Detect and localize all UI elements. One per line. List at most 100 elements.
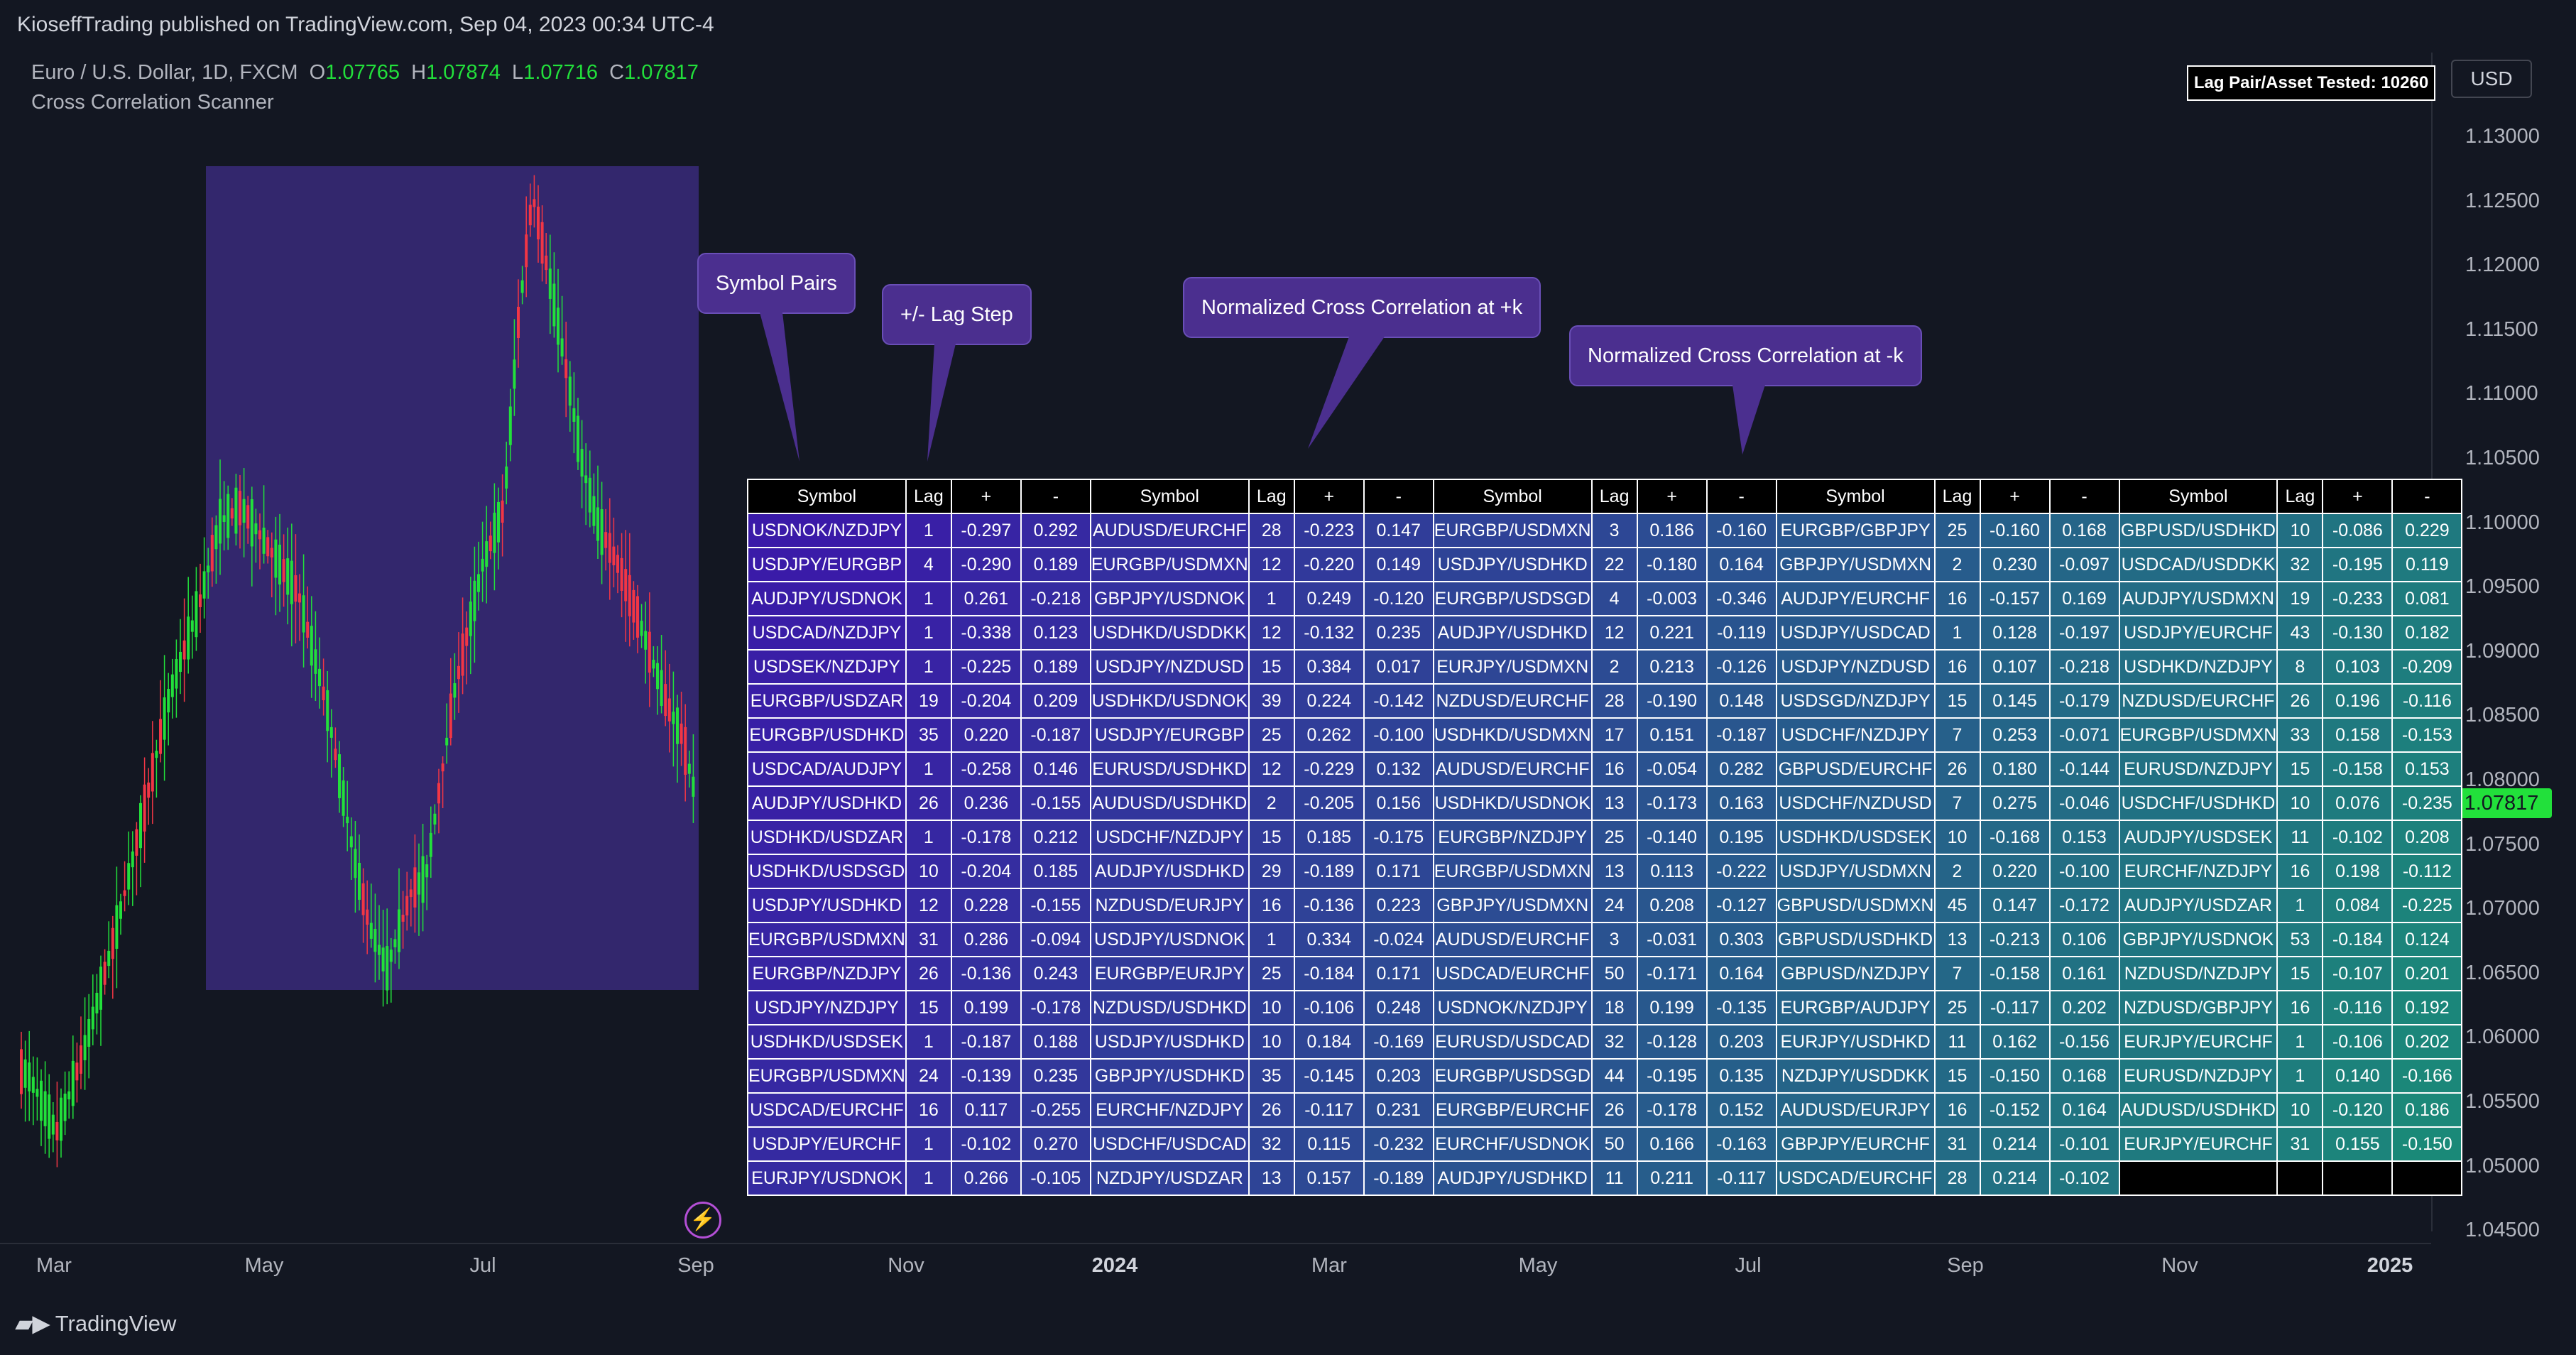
table-header-cell: Lag [2276,479,2324,514]
published-caption: KioseffTrading published on TradingView.… [17,13,714,36]
lag-cell: 53 [2276,922,2324,957]
pos-corr-cell: -0.225 [950,649,1022,685]
pos-corr-cell: 0.084 [2322,888,2394,923]
neg-corr-cell: 0.148 [1705,683,1777,719]
symbol-cell: USDJPY/EURCHF [747,1126,907,1162]
table-header-cell: Lag [1248,479,1295,514]
lag-cell: 12 [1248,751,1295,787]
price-tick-label: 1.05500 [2465,1090,2540,1113]
lag-cell: 1 [2276,1058,2324,1094]
candle-body [139,802,142,849]
candle-body [167,689,170,713]
symbol-cell: USDJPY/USDHKD [1089,1024,1250,1060]
indicator-title[interactable]: Cross Correlation Scanner [31,91,274,114]
candle-body [207,565,210,572]
candle-body [680,723,683,744]
tv-logo-icon: ▰▶ [16,1311,50,1336]
lag-cell: 1 [905,513,952,548]
lag-cell: 26 [1590,1092,1638,1128]
currency-button[interactable]: USD [2451,60,2532,98]
symbol-cell: USDJPY/EURCHF [2118,615,2278,651]
pos-corr-cell: -0.160 [1979,513,2051,548]
symbol-cell: USDHKD/USDSEK [1775,820,1936,855]
neg-corr-cell: 0.231 [1363,1092,1434,1128]
symbol-cell: GBPJPY/USDMXN [1775,547,1936,582]
lag-cell: 15 [1248,649,1295,685]
symbol-title[interactable]: Euro / U.S. Dollar, 1D, FXCM [31,61,298,84]
candle-body [473,580,476,621]
neg-corr-cell: 0.192 [2391,990,2463,1025]
candle-body [290,560,293,604]
symbol-cell: AUDJPY/USDHKD [1089,854,1250,889]
candle-body [48,1094,51,1139]
pos-corr-cell: -0.204 [950,683,1022,719]
pos-corr-cell: -0.168 [1979,820,2051,855]
lag-cell: 11 [1933,1024,1981,1060]
neg-corr-cell: 0.161 [2048,956,2120,991]
low-value: 1.07716 [523,61,599,84]
symbol-cell: USDHKD/USDMXN [1432,717,1593,753]
neg-corr-cell: 0.202 [2391,1024,2463,1060]
neg-corr-cell: 0.156 [1363,785,1434,821]
candle-body [429,832,432,857]
candle-body [36,1089,39,1097]
neg-corr-cell: -0.116 [2391,683,2463,719]
neg-corr-cell: -0.046 [2048,785,2120,821]
symbol-cell: EURJPY/EURCHF [2118,1126,2278,1162]
lag-cell: 16 [1933,581,1981,616]
neg-corr-cell: -0.209 [2391,649,2463,685]
pos-corr-cell: 0.184 [1293,1024,1365,1060]
lag-cell: 13 [1590,854,1638,889]
candle-body [366,909,369,925]
lag-cell: 19 [905,683,952,719]
pos-corr-cell: 0.224 [1293,683,1365,719]
symbol-cell: AUDUSD/EURJPY [1775,1092,1936,1128]
symbol-cell: AUDJPY/USDHKD [1432,615,1593,651]
symbol-cell: EURGBP/USDMXN [747,922,907,957]
candle-body [40,1080,43,1121]
candle-body [151,753,154,792]
lag-cell: 35 [905,717,952,753]
symbol-cell: USDNOK/NZDJPY [747,513,907,548]
candle-body [413,867,417,908]
neg-corr-cell: -0.175 [1363,820,1434,855]
time-axis[interactable] [0,1243,2431,1290]
tradingview-logo[interactable]: ▰▶ TradingView [16,1311,176,1337]
price-tick-label: 1.09000 [2465,639,2540,663]
table-row: USDHKD/USDSEK 1 -0.187 0.188 USDJPY/USDHKD 10… [747,1024,2463,1060]
neg-corr-cell: 0.149 [1363,547,1434,582]
lag-cell: 31 [2276,1126,2324,1162]
callout-pos-correlation: Normalized Cross Correlation at +k [1183,277,1541,338]
lightning-icon[interactable]: ⚡ [684,1202,721,1239]
neg-corr-cell: -0.024 [1363,922,1434,957]
lag-cell: 28 [1248,513,1295,548]
low-label: L [512,61,524,84]
symbol-cell: EURUSD/USDHKD [1089,751,1250,787]
lag-cell: 12 [905,888,952,923]
lag-cell: 1 [905,1024,952,1060]
pos-corr-cell: 0.186 [1636,513,1708,548]
candle-body [497,501,500,543]
neg-corr-cell: 0.164 [2048,1092,2120,1128]
candle-body [210,535,214,572]
candle-body [55,1121,59,1141]
lag-cell: 50 [1590,1126,1638,1162]
candle-body [326,690,329,731]
lag-cell: 31 [905,922,952,957]
neg-corr-cell: 0.132 [1363,751,1434,787]
neg-corr-cell: 0.124 [2391,922,2463,957]
lag-cell: 11 [2276,820,2324,855]
table-header-cell: + [1293,479,1365,514]
candle-body [373,928,377,952]
candle-body [520,280,524,293]
neg-corr-cell: 0.223 [1363,888,1434,923]
candle-body [107,950,111,967]
lag-cell: 15 [1933,1058,1981,1094]
symbol-cell: GBPUSD/NZDJPY [1775,956,1936,991]
neg-corr-cell: -0.102 [2048,1160,2120,1196]
table-row: USDCAD/AUDJPY 1 -0.258 0.146 EURUSD/USDHKD 12… [747,751,2463,787]
candle-body [692,776,695,797]
symbol-cell: GBPJPY/EURCHF [1775,1126,1936,1162]
empty-cell [2118,1160,2278,1196]
brand-name: TradingView [55,1311,177,1336]
